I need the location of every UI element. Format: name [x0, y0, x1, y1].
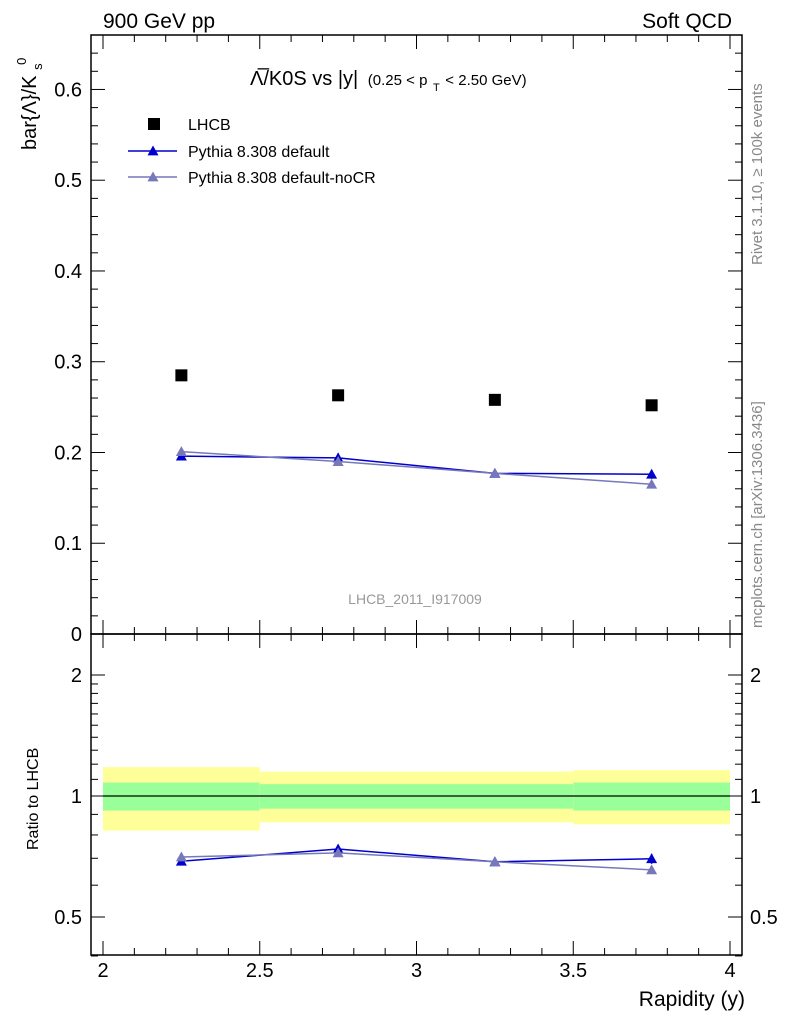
legend-marker-triangle [147, 171, 159, 182]
mc-data-point [175, 446, 187, 456]
legend: LHCB Pythia 8.308 default Pythia 8.308 def… [128, 117, 376, 187]
chart-title-cut: (0.25 < p [368, 72, 428, 89]
main-axis-ticks: 0 0.1 0.2 0.3 0.4 0.5 0.6 [54, 34, 742, 646]
x-tick-label: 3 [411, 960, 422, 982]
header-left: 900 GeV pp [103, 10, 215, 33]
ratio-y-tick-label-right: 0.5 [750, 907, 778, 929]
mc-data-point [646, 478, 658, 489]
x-tick-label: 2.5 [246, 960, 274, 982]
ratio-axis-ticks: 2 2.5 3 3.5 4 0.5 0.5 1 1 2 2 [54, 634, 778, 982]
mc-line-2 [181, 450, 652, 485]
main-y-tick-label: 0 [71, 624, 82, 646]
ratio-y-tick-label-right: 1 [750, 786, 761, 808]
ratio-panel [90, 633, 743, 956]
chart-title-cut-end: < 2.50 GeV) [445, 72, 526, 89]
legend-marker-square [148, 118, 160, 130]
ratio-y-tick-label-right: 2 [750, 665, 761, 687]
mc-data-point [489, 467, 501, 478]
mc-data-point [332, 456, 344, 466]
chart-title-main: Λ̅/K0S vs |y| [250, 67, 358, 90]
legend-marker-triangle [147, 145, 159, 156]
side-text-bottom: mcplots.cern.ch [arXiv:1306.3436] [749, 401, 766, 628]
chart-title-cut-sub: T [433, 82, 440, 94]
chart-title: Λ̅/K0S vs |y| (0.25 < p T < 2.50 GeV) [250, 67, 527, 96]
analysis-watermark: LHCB_2011_I917009 [348, 591, 482, 607]
lhcb-data-point [645, 399, 658, 412]
ratio-data-layer [175, 843, 658, 875]
ratio-y-tick-label: 1 [71, 786, 82, 808]
header-right: Soft QCD [642, 10, 732, 33]
main-y-tick-label: 0.2 [54, 442, 82, 464]
x-tick-label: 2 [97, 960, 108, 982]
main-y-tick-label: 0.3 [54, 352, 82, 374]
legend-label: Pythia 8.308 default-noCR [188, 170, 376, 187]
main-y-tick-label: 0.5 [54, 170, 82, 192]
main-y-tick-label: 0.1 [54, 533, 82, 555]
lhcb-data-point [488, 393, 501, 406]
ratio-data-point [646, 864, 658, 875]
main-y-axis-label: bar{Λ}/K s 0 [14, 58, 47, 150]
main-data-layer [175, 369, 658, 489]
main-y-tick-label: 0.6 [54, 79, 82, 101]
x-axis-label: Rapidity (y) [639, 988, 745, 1011]
ratio-data-point [175, 851, 187, 862]
x-tick-label: 4 [724, 960, 735, 982]
ratio-data-point [332, 847, 344, 858]
ratio-line-1 [181, 852, 652, 871]
lhcb-data-point [332, 389, 345, 402]
mc-line-1 [181, 455, 652, 476]
main-y-tick-label: 0.4 [54, 261, 82, 283]
ratio-data-point [646, 853, 658, 864]
legend-label: LHCB [188, 117, 231, 134]
ratio-data-point [489, 856, 501, 867]
main-y-label-sub: s [30, 63, 45, 70]
ratio-y-axis-label: Ratio to LHCB [25, 748, 42, 850]
main-y-label-sup: 0 [14, 58, 29, 65]
ratio-y-tick-label: 0.5 [54, 907, 82, 929]
lhcb-data-point [175, 369, 188, 382]
mc-data-point [646, 468, 658, 479]
side-text-top: Rivet 3.1.10, ≥ 100k events [749, 83, 766, 265]
main-y-label-text: bar{Λ}/K [19, 75, 41, 150]
legend-label: Pythia 8.308 default [188, 144, 330, 161]
x-tick-label: 3.5 [559, 960, 587, 982]
ratio-y-tick-label: 2 [71, 665, 82, 687]
